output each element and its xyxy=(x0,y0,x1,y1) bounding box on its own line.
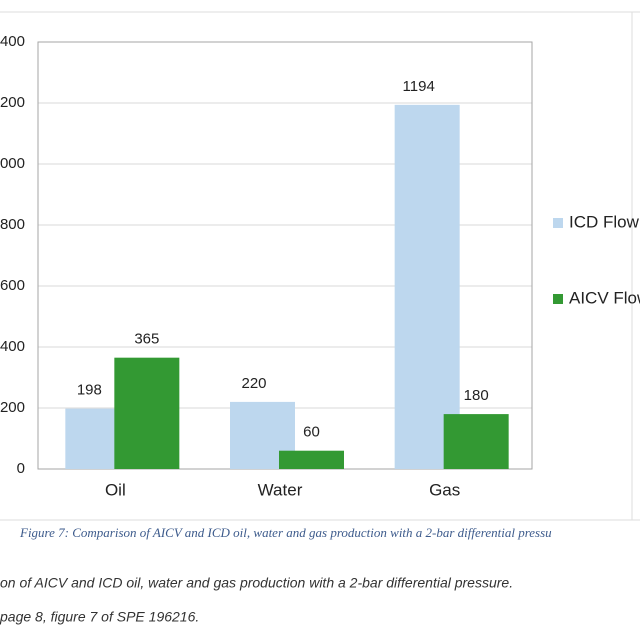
legend-label: ICD Flow xyxy=(569,212,640,231)
data-label: 1194 xyxy=(403,78,435,95)
bar xyxy=(279,450,344,469)
bar xyxy=(114,357,180,469)
legend-swatch xyxy=(553,218,563,228)
y-tick-label: 400 xyxy=(0,338,25,355)
y-tick-label: 600 xyxy=(0,277,25,294)
y-tick-label: 1200 xyxy=(0,94,25,111)
y-tick-label: 200 xyxy=(0,399,25,416)
data-label: 60 xyxy=(303,424,320,441)
legend-swatch xyxy=(553,294,563,304)
data-label: 220 xyxy=(241,375,266,392)
note: on of AICV and ICD oil, water and gas pr… xyxy=(0,575,513,591)
data-label: 180 xyxy=(464,387,489,404)
x-tick-label: Water xyxy=(258,480,303,499)
bar xyxy=(443,414,509,469)
x-tick-label: Gas xyxy=(429,480,460,499)
y-tick-label: 0 xyxy=(17,460,25,477)
bar xyxy=(394,104,460,469)
data-label: 198 xyxy=(77,382,102,399)
legend-label: AICV Flow xyxy=(569,288,640,307)
y-tick-label: 800 xyxy=(0,216,25,233)
caption: Figure 7: Comparison of AICV and ICD oil… xyxy=(19,525,552,540)
data-label: 365 xyxy=(134,331,159,348)
y-tick-label: 1400 xyxy=(0,33,25,50)
x-tick-label: Oil xyxy=(105,480,126,499)
y-tick-label: 1000 xyxy=(0,155,25,172)
note: page 8, figure 7 of SPE 196216. xyxy=(0,609,199,625)
